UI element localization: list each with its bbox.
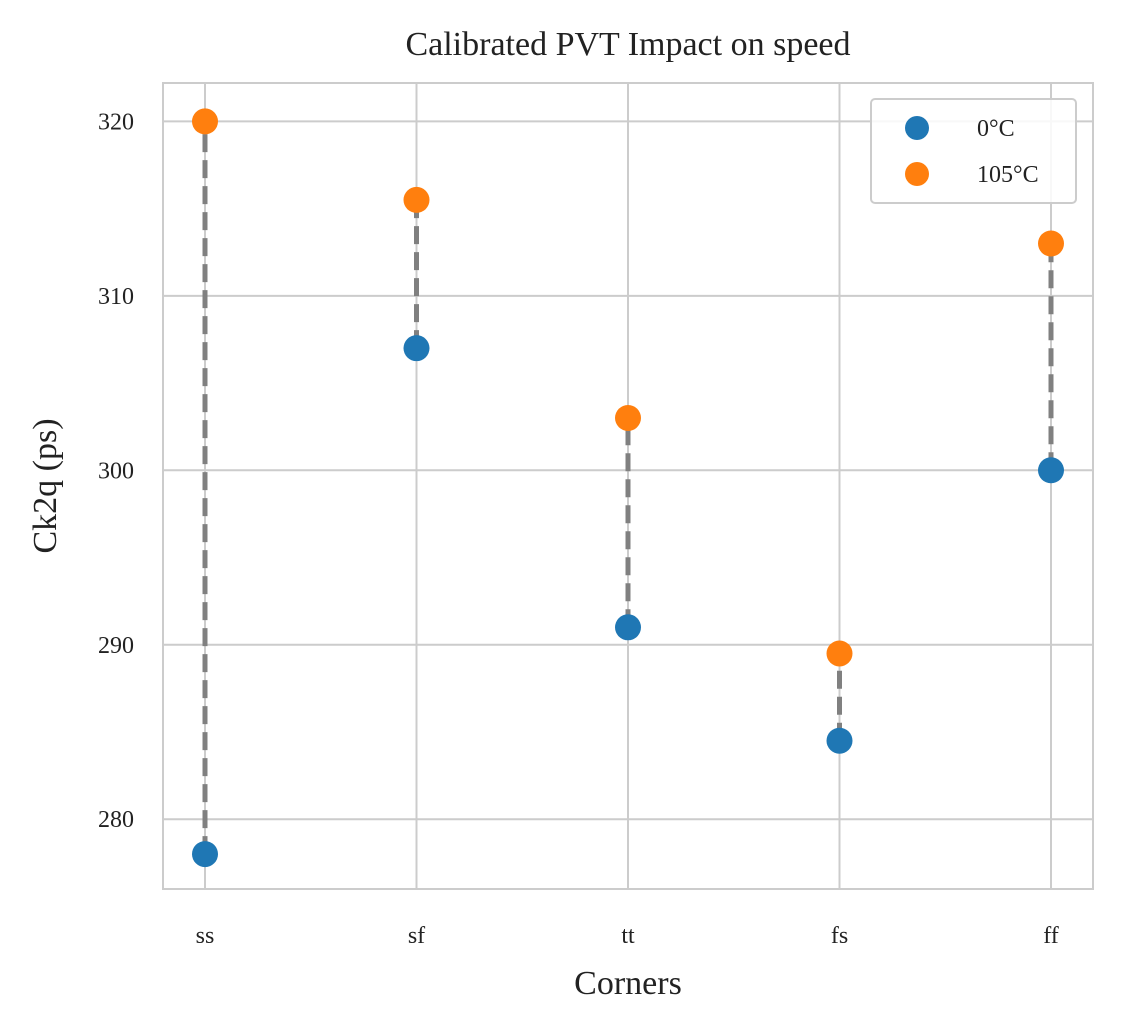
plot-frame xyxy=(162,82,1094,890)
legend-label-105c: 105°C xyxy=(977,162,1039,188)
point-105c-sf xyxy=(403,186,430,213)
legend-label-0c: 0°C xyxy=(977,116,1015,142)
y-tick-300: 300 xyxy=(98,458,134,484)
x-tick-fs: fs xyxy=(831,923,848,949)
point-0c-ff xyxy=(1038,457,1064,484)
legend-marker-105c xyxy=(905,162,929,186)
x-tick-ss: ss xyxy=(196,923,215,949)
point-0c-fs xyxy=(826,727,853,754)
point-0c-tt xyxy=(615,614,641,641)
point-105c-ss xyxy=(192,108,218,135)
x-axis-label: Corners xyxy=(574,965,682,1002)
point-105c-fs xyxy=(826,640,853,667)
point-0c-ss xyxy=(192,841,218,868)
point-105c-tt xyxy=(615,404,641,431)
x-tick-ff: ff xyxy=(1043,923,1059,949)
y-axis-label: Ck2q (ps) xyxy=(27,418,64,553)
point-0c-sf xyxy=(403,335,430,362)
y-tick-labels: 280 290 300 310 320 xyxy=(98,109,134,833)
y-tick-290: 290 xyxy=(98,633,134,659)
data-points xyxy=(192,108,1064,868)
chart-title: Calibrated PVT Impact on speed xyxy=(405,26,850,63)
x-tick-sf: sf xyxy=(408,923,425,949)
legend-box xyxy=(870,98,1077,204)
x-tick-tt: tt xyxy=(621,923,635,949)
connector-lines xyxy=(202,121,1054,855)
legend: 0°C 105°C xyxy=(870,98,1077,204)
y-tick-310: 310 xyxy=(98,284,134,310)
point-105c-ff xyxy=(1038,230,1064,257)
y-tick-320: 320 xyxy=(98,109,134,135)
y-tick-280: 280 xyxy=(98,807,134,833)
legend-marker-0c xyxy=(905,116,929,140)
x-tick-labels: ss sf tt fs ff xyxy=(196,923,1059,949)
